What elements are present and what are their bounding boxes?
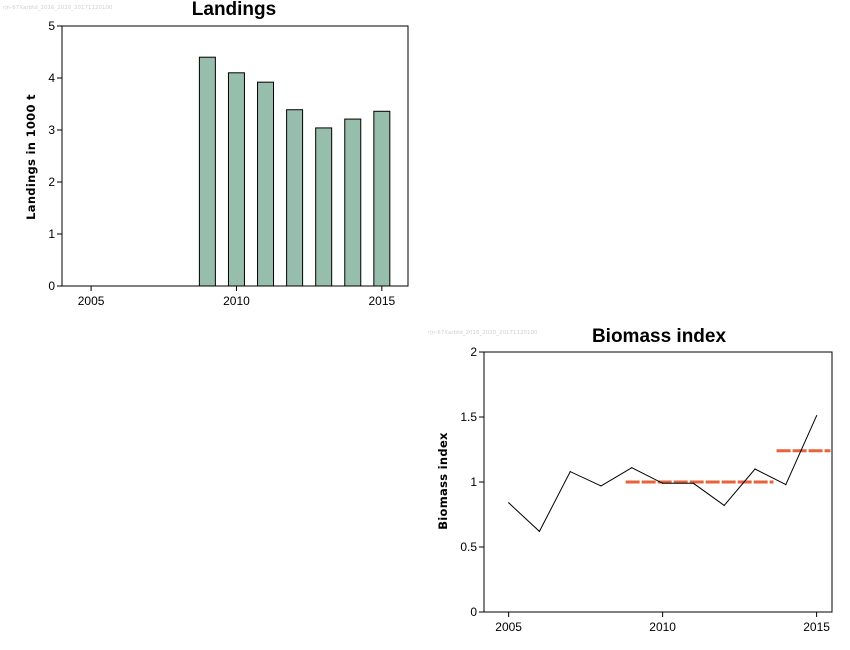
landings-y-axis-label: Landings in 1000 t — [24, 94, 38, 220]
biomass-point-2014 — [785, 484, 787, 486]
biomass-title: Biomass index — [592, 326, 727, 347]
biomass-point-2009 — [631, 467, 633, 469]
biomass-point-2005 — [508, 502, 510, 504]
landings-bar-2014 — [344, 118, 362, 287]
biomass-index-chart: rjn-67Xarbtd_2016_2020_20171120100 Bioma… — [428, 326, 833, 634]
landings-bar-2011 — [257, 81, 275, 287]
landings-plot-frame — [61, 25, 409, 287]
biomass-point-2011 — [692, 482, 695, 484]
biomass-x-tick-label: 2010 — [649, 620, 676, 634]
biomass-point-2013 — [754, 468, 756, 470]
landings-y-tick-label: 0 — [48, 279, 55, 293]
biomass-point-2012 — [723, 504, 725, 506]
landings-y-tick-label: 4 — [48, 71, 55, 85]
biomass-point-2007 — [569, 471, 571, 473]
landings-bar-2012 — [286, 109, 304, 287]
landings-y-tick-label: 3 — [48, 123, 55, 137]
landings-x-tick-label: 2015 — [368, 294, 395, 308]
biomass-y-tick-label: 0 — [470, 605, 477, 619]
landings-y-tick-label: 5 — [48, 19, 55, 33]
landings-x-tick-label: 2005 — [78, 294, 105, 308]
landings-bar-2010 — [227, 72, 245, 287]
biomass-y-tick-label: 0.5 — [460, 540, 477, 554]
biomass-y-tick-label: 1 — [470, 475, 477, 489]
biomass-watermark: rjn-67Xarbtd_2016_2020_20171120100 — [428, 330, 538, 336]
landings-chart: rjn-67Xarbtd_2016_2020_20171120100 Landi… — [3, 0, 409, 308]
landings-bar-2013 — [315, 127, 333, 287]
biomass-point-2008 — [600, 485, 602, 487]
biomass-x-tick-label: 2015 — [803, 620, 830, 634]
biomass-y-tick-label: 1.5 — [460, 410, 477, 424]
landings-y-tick-label: 2 — [48, 175, 55, 189]
biomass-y-axis-label: Biomass index — [436, 432, 450, 530]
landings-bar-2015 — [373, 110, 391, 287]
biomass-index-line — [508, 415, 818, 533]
biomass-y-tick-label: 2 — [470, 345, 477, 359]
landings-watermark: rjn-67Xarbtd_2016_2020_20171120100 — [3, 5, 113, 11]
biomass-x-tick-label: 2005 — [495, 620, 522, 634]
landings-y-tick-label: 1 — [48, 227, 55, 241]
landings-x-tick-label: 2010 — [223, 294, 250, 308]
biomass-plot-frame — [483, 351, 833, 613]
biomass-point-2010 — [662, 482, 664, 484]
biomass-point-2006 — [538, 530, 541, 533]
biomass-point-2015 — [816, 415, 818, 417]
landings-bar-2009 — [198, 56, 216, 287]
landings-title: Landings — [192, 0, 276, 20]
